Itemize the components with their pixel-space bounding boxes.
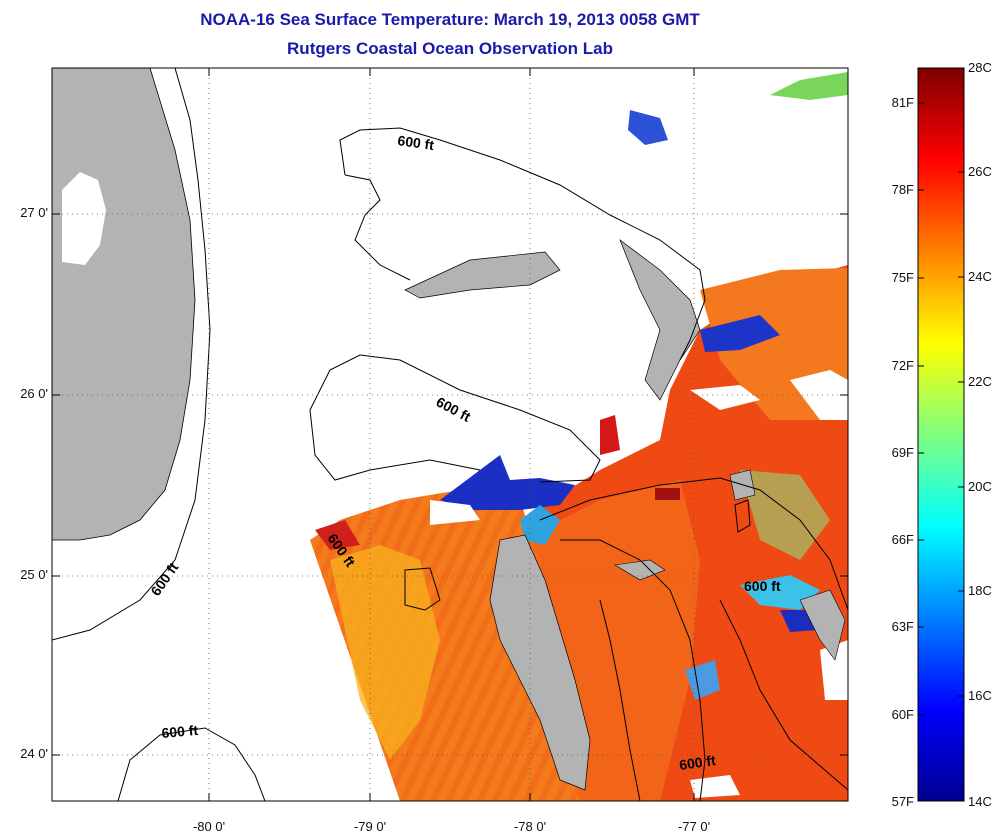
contour-label-5: 600 ft [744, 578, 781, 594]
colorbar-c-label: 22C [968, 374, 992, 389]
eleuthera-land [614, 559, 666, 581]
grand-bahama-land [404, 251, 561, 299]
lon-tick-79: -79 0' [353, 819, 387, 834]
colorbar-c-label: 28C [968, 60, 992, 75]
colorbar-c-label: 14C [968, 794, 992, 809]
colorbar-c-label: 20C [968, 479, 992, 494]
lon-tick-77: -77 0' [677, 819, 711, 834]
cloud-gaps [430, 370, 848, 798]
colorbar-f-label: 81F [891, 95, 914, 110]
bathymetry-contours [52, 68, 848, 801]
contour-label-1: 600 ft [397, 132, 436, 153]
lake-okeechobee [62, 172, 106, 265]
andros-land [489, 534, 591, 791]
exuma-land [799, 589, 846, 661]
map-subtitle: Rutgers Coastal Ocean Observation Lab [287, 39, 613, 58]
colorbar-c-label: 18C [968, 583, 992, 598]
lat-tick-24: 24 0' [20, 746, 48, 761]
map-title: NOAA-16 Sea Surface Temperature: March 1… [200, 10, 700, 29]
lat-tick-25: 25 0' [20, 567, 48, 582]
colorbar [917, 67, 965, 802]
colorbar-f-label: 63F [891, 619, 914, 634]
lat-tick-26: 26 0' [20, 386, 48, 401]
cold-pixel-clusters [315, 72, 848, 700]
sst-field-yellow-patch [330, 545, 440, 760]
colorbar-c-label: 24C [968, 269, 992, 284]
colorbar-c-label: 26C [968, 164, 992, 179]
lat-tick-27: 27 0' [20, 205, 48, 220]
colorbar-f-label: 66F [891, 532, 914, 547]
graticule [52, 68, 848, 801]
map-frame [51, 67, 849, 802]
colorbar-f-label: 60F [891, 707, 914, 722]
colorbar-ticks [918, 102, 964, 716]
colorbar-f-label: 72F [891, 358, 914, 373]
colorbar-f-label: 75F [891, 270, 914, 285]
contour-label-6: 600 ft [161, 722, 199, 741]
colorbar-f-label: 57F [891, 794, 914, 809]
contour-label-7: 600 ft [678, 752, 717, 773]
axis-ticks [52, 68, 848, 801]
colorbar-f-label: 69F [891, 445, 914, 460]
lon-tick-80: -80 0' [192, 819, 226, 834]
lon-tick-78: -78 0' [513, 819, 547, 834]
colorbar-c-label: 16C [968, 688, 992, 703]
colorbar-f-label: 78F [891, 182, 914, 197]
